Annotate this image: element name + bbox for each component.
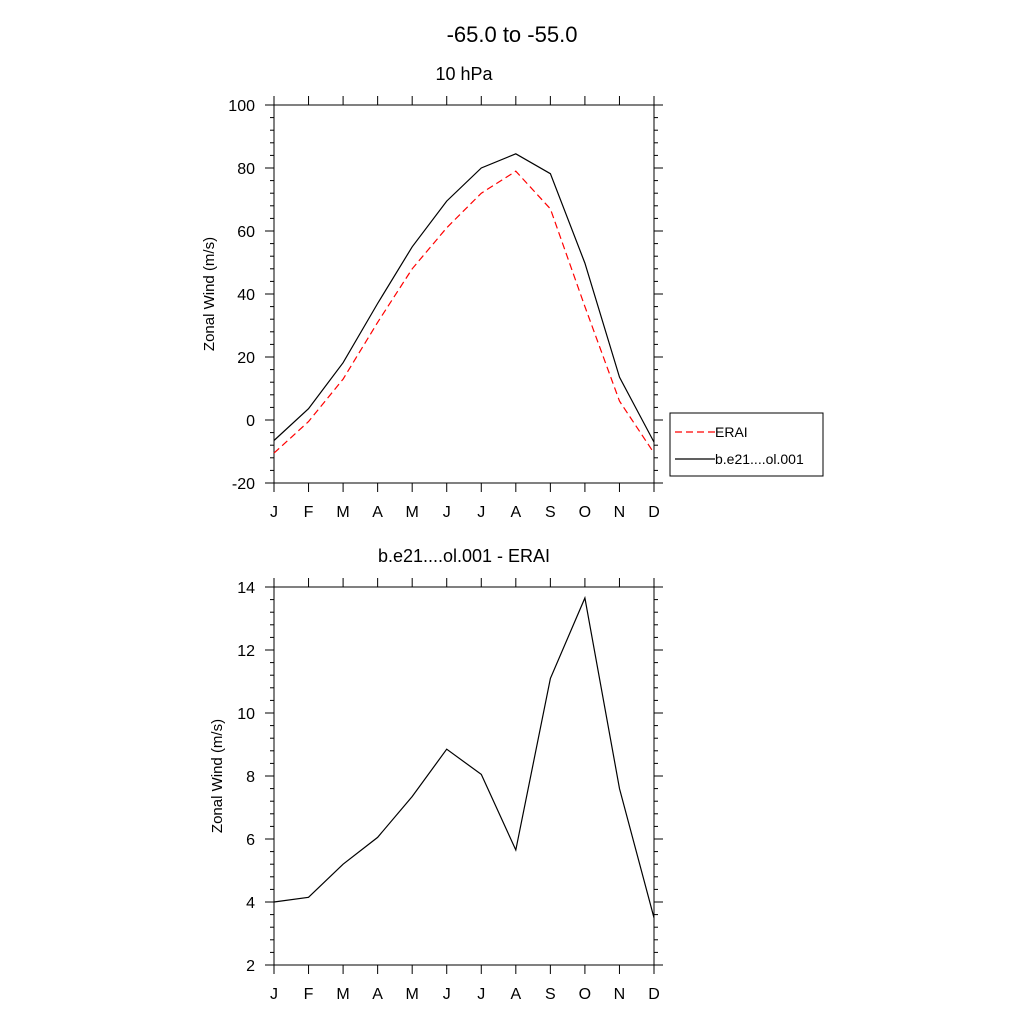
panel-top-plot-frame — [273, 104, 655, 484]
x-tick-label: M — [406, 504, 419, 521]
legend-box — [669, 412, 824, 477]
x-tick-label: A — [510, 986, 521, 1003]
x-tick-label: D — [648, 504, 660, 521]
x-tick-label: A — [372, 986, 383, 1003]
y-tick-label: 10 — [237, 706, 255, 723]
x-tick-label: N — [614, 986, 626, 1003]
x-tick-label: J — [477, 986, 485, 1003]
panel-bottom-y-tick-labels: 2 4 6 8 10 12 14 — [237, 580, 255, 975]
panel-top-y-tick-labels: -20 0 20 40 60 80 100 — [228, 98, 255, 493]
x-tick-label: J — [443, 504, 451, 521]
x-tick-label: S — [545, 986, 556, 1003]
panel-top-title: 10 hPa — [435, 64, 493, 84]
x-tick-label: S — [545, 504, 556, 521]
y-tick-label: 0 — [246, 413, 255, 430]
x-tick-label: O — [579, 504, 591, 521]
x-tick-label: M — [336, 986, 349, 1003]
x-tick-label: J — [477, 504, 485, 521]
x-tick-label: D — [648, 986, 660, 1003]
x-tick-label: J — [270, 986, 278, 1003]
legend: ERAI b.e21....ol.001 — [669, 412, 824, 477]
y-tick-label: 6 — [246, 832, 255, 849]
panel-top-series — [273, 153, 655, 454]
y-tick-label: 60 — [237, 224, 255, 241]
y-tick-label: 12 — [237, 643, 255, 660]
y-tick-label: 14 — [237, 580, 255, 597]
panel-bottom-ticks — [265, 578, 663, 974]
y-tick-label: 80 — [237, 161, 255, 178]
x-tick-label: A — [372, 504, 383, 521]
difference-line — [273, 595, 655, 918]
y-tick-label: 4 — [246, 895, 255, 912]
series-line-model — [273, 153, 655, 443]
figure-title: -65.0 to -55.0 — [447, 22, 578, 47]
panel-bottom-series — [273, 595, 655, 918]
x-tick-label: F — [304, 986, 314, 1003]
x-tick-label: M — [406, 986, 419, 1003]
panel-bottom-ylabel: Zonal Wind (m/s) — [209, 719, 226, 833]
panel-top-ticks — [265, 96, 663, 492]
y-tick-label: 2 — [246, 958, 255, 975]
legend-label: ERAI — [715, 424, 748, 440]
x-tick-label: F — [304, 504, 314, 521]
panel-bottom: b.e21....ol.001 - ERAI Zonal Wind (m/s) … — [209, 546, 663, 1003]
x-tick-label: M — [336, 504, 349, 521]
y-tick-label: 20 — [237, 350, 255, 367]
y-tick-label: 100 — [228, 98, 255, 115]
series-line-erai — [273, 170, 655, 454]
x-tick-label: J — [270, 504, 278, 521]
legend-label: b.e21....ol.001 — [715, 451, 804, 467]
x-tick-label: O — [579, 986, 591, 1003]
y-tick-label: 40 — [237, 287, 255, 304]
y-tick-label: -20 — [232, 476, 255, 493]
x-tick-label: N — [614, 504, 626, 521]
panel-bottom-plot-frame — [273, 586, 655, 966]
panel-bottom-title: b.e21....ol.001 - ERAI — [378, 546, 550, 566]
x-tick-label: J — [443, 986, 451, 1003]
y-tick-label: 8 — [246, 769, 255, 786]
panel-top-ylabel: Zonal Wind (m/s) — [201, 237, 218, 351]
panel-top: 10 hPa Zonal Wind (m/s) J F M A M J J A S O N D -20… — [201, 64, 824, 521]
x-tick-label: A — [510, 504, 521, 521]
